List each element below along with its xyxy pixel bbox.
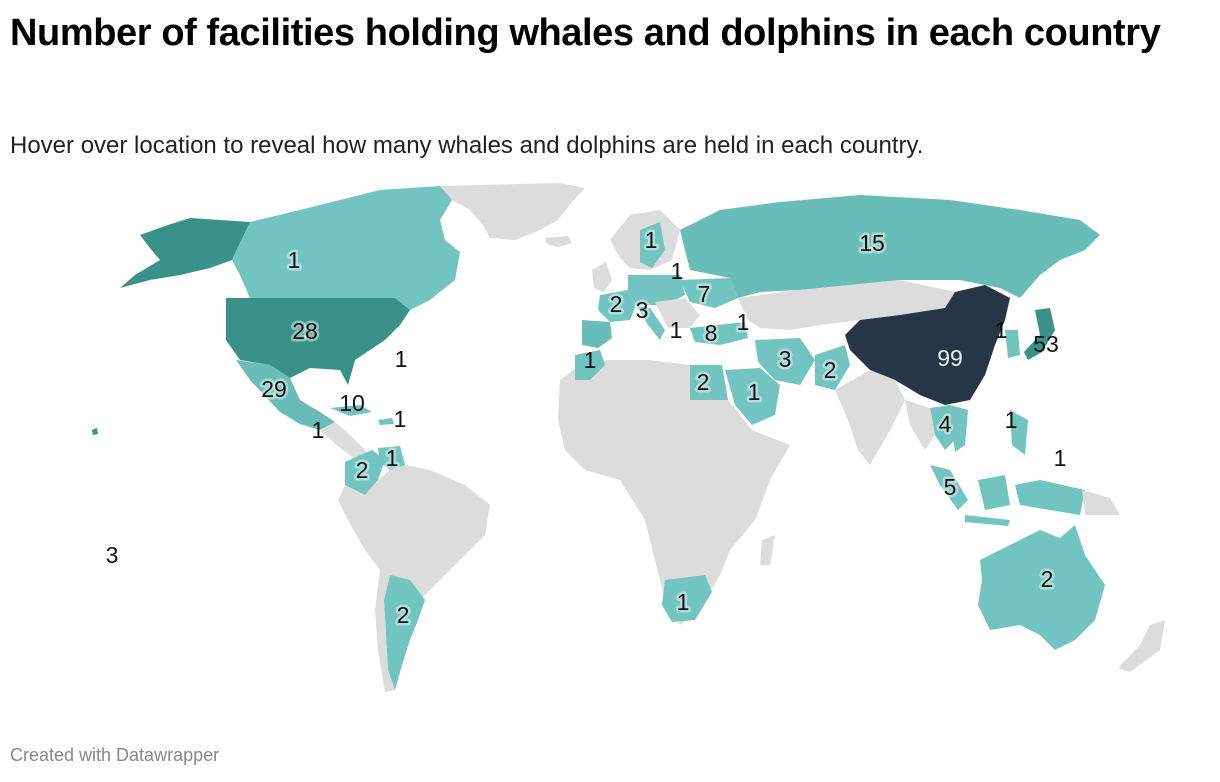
- value-label: 2: [824, 357, 837, 383]
- value-label: 7: [698, 281, 711, 307]
- country-canada[interactable]: [232, 186, 460, 310]
- value-label: 1: [288, 247, 301, 273]
- value-label: 2: [397, 602, 410, 628]
- country-mexico[interactable]: [236, 360, 335, 430]
- country-balkans[interactable]: [655, 298, 700, 328]
- value-label: 4: [939, 411, 952, 437]
- value-label: 1: [995, 317, 1008, 343]
- value-label: 1: [645, 227, 658, 253]
- value-label: 1: [670, 317, 683, 343]
- value-label: 1: [677, 589, 690, 615]
- country-saudi-arabia[interactable]: [725, 368, 780, 425]
- country-hispaniola[interactable]: [378, 418, 394, 425]
- country-indonesia-java[interactable]: [965, 515, 1010, 526]
- country-greenland[interactable]: [440, 183, 585, 240]
- country-iceland[interactable]: [545, 236, 572, 247]
- country-africa[interactable]: [558, 360, 790, 625]
- value-label: 1: [671, 258, 684, 284]
- value-label: 5: [944, 474, 957, 500]
- value-label: 1: [737, 309, 750, 335]
- country-sweden[interactable]: [640, 222, 665, 268]
- country-spain[interactable]: [582, 320, 612, 348]
- country-philippines[interactable]: [1010, 410, 1028, 455]
- country-russia[interactable]: [680, 195, 1100, 298]
- value-label: 3: [106, 542, 119, 568]
- value-label: 2: [1041, 566, 1054, 592]
- country-central-america[interactable]: [320, 422, 372, 462]
- country-iran[interactable]: [755, 338, 815, 385]
- country-cuba[interactable]: [330, 405, 372, 416]
- chart-title: Number of facilities holding whales and …: [10, 12, 1161, 54]
- country-papua-new-guinea[interactable]: [1082, 490, 1120, 515]
- value-label: 3: [636, 297, 649, 323]
- value-label: 8: [705, 320, 718, 346]
- country-indonesia-east[interactable]: [1015, 480, 1085, 515]
- country-ukraine[interactable]: [680, 278, 738, 308]
- country-france[interactable]: [598, 290, 636, 322]
- country-hawaii[interactable]: [92, 428, 98, 435]
- country-south-africa[interactable]: [662, 575, 712, 622]
- country-japan[interactable]: [1024, 308, 1055, 360]
- country-argentina[interactable]: [384, 575, 425, 690]
- country-china[interactable]: [845, 285, 1010, 405]
- country-madagascar[interactable]: [760, 535, 775, 565]
- value-label: 2: [610, 291, 623, 317]
- value-label: 1: [386, 445, 399, 471]
- value-label: 15: [859, 230, 885, 256]
- world-map: 1 28 1 29 10 1 1 1 2 3 2 1 1 7 2 3 1 8 1 1 2 1 3 2 15 99 1 53 1 4 1 5 1 2: [0, 180, 1220, 725]
- country-pakistan[interactable]: [815, 345, 850, 390]
- country-south-korea[interactable]: [1005, 330, 1020, 358]
- value-label: 2: [697, 369, 710, 395]
- country-new-zealand[interactable]: [1118, 620, 1165, 672]
- value-label: 1: [394, 406, 407, 432]
- country-colombia[interactable]: [345, 450, 385, 495]
- value-label: 1: [312, 417, 325, 443]
- country-central-asia[interactable]: [738, 280, 955, 330]
- country-venezuela[interactable]: [378, 446, 405, 470]
- country-chile[interactable]: [375, 570, 395, 692]
- country-india[interactable]: [835, 370, 905, 465]
- value-label: 3: [779, 346, 792, 372]
- value-label: 1: [1005, 407, 1018, 433]
- value-label: 2: [356, 457, 369, 483]
- country-uk[interactable]: [592, 262, 612, 292]
- value-label: 1: [1054, 445, 1067, 471]
- value-label: 28: [292, 318, 318, 344]
- value-label: 99: [937, 345, 963, 371]
- country-indonesia-borneo[interactable]: [978, 475, 1010, 510]
- country-indochina[interactable]: [905, 400, 935, 450]
- value-label: 53: [1033, 331, 1059, 357]
- country-australia[interactable]: [978, 525, 1105, 650]
- country-alaska[interactable]: [120, 218, 250, 288]
- country-turkey[interactable]: [690, 322, 748, 345]
- country-morocco[interactable]: [575, 350, 605, 380]
- country-thailand[interactable]: [930, 405, 955, 450]
- country-egypt[interactable]: [690, 365, 728, 400]
- value-label: 10: [339, 390, 365, 416]
- country-italy[interactable]: [636, 305, 665, 340]
- value-label: 1: [584, 347, 597, 373]
- country-indonesia-sumatra[interactable]: [930, 465, 968, 510]
- chart-subtitle: Hover over location to reveal how many w…: [10, 132, 924, 159]
- datawrapper-credit: Created with Datawrapper: [10, 745, 220, 765]
- country-vietnam[interactable]: [950, 405, 968, 452]
- value-label: 29: [261, 376, 287, 402]
- country-united-states[interactable]: [226, 298, 410, 385]
- country-central-europe[interactable]: [628, 275, 685, 305]
- value-label: 1: [748, 379, 761, 405]
- country-south-america-rest[interactable]: [338, 465, 490, 620]
- value-label: 1: [395, 346, 408, 372]
